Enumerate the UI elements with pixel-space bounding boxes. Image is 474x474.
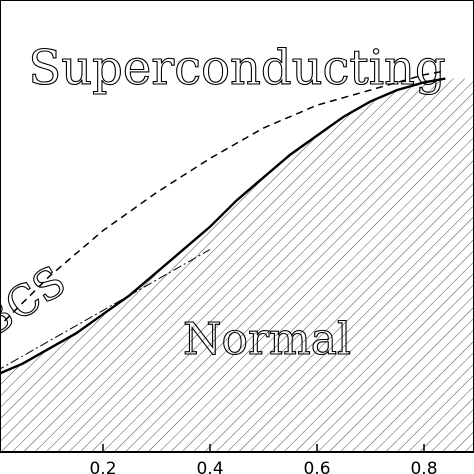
- phase-boundary-curve: [0, 77, 446, 375]
- x-tick-label: 0.6: [303, 459, 330, 474]
- x-tick-label: 0.4: [196, 459, 223, 474]
- region-label-superconducting: Superconducting: [28, 40, 445, 96]
- asymptote-line: [0, 249, 211, 370]
- bcs-curve-label: BCS: [0, 256, 74, 348]
- x-tick-label: 0.2: [89, 459, 116, 474]
- x-tick-label: 0.8: [410, 459, 437, 474]
- region-label-normal: Normal: [183, 314, 351, 365]
- bcs-curve: [0, 70, 446, 327]
- series-layer: [0, 70, 446, 375]
- normal-region-hatch: [0, 78, 474, 452]
- x-axis-ticks: 0.2 0.4 0.6 0.8: [89, 444, 438, 474]
